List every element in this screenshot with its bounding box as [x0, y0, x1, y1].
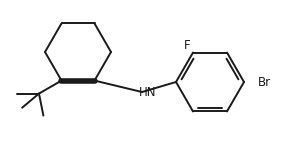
- Text: HN: HN: [139, 86, 157, 99]
- Text: Br: Br: [258, 75, 271, 88]
- Text: F: F: [184, 39, 190, 52]
